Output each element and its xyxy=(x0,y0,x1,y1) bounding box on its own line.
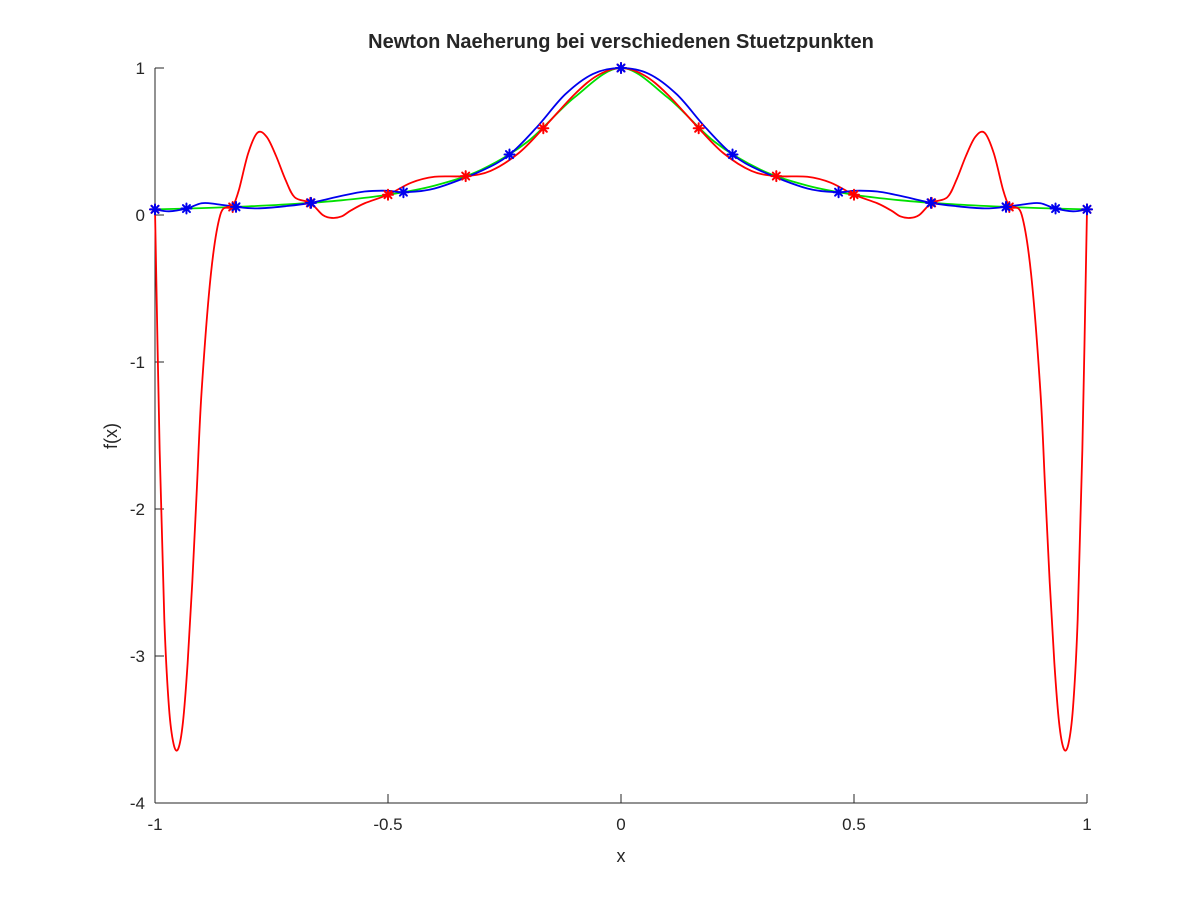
series-2-marker xyxy=(305,196,318,209)
series-line-0 xyxy=(154,67,1088,211)
series-2-marker xyxy=(397,186,410,199)
series-2-marker xyxy=(1049,202,1062,215)
series-2-marker xyxy=(229,200,242,213)
series-line-1 xyxy=(154,67,1088,752)
x-axis-label: x xyxy=(617,846,626,866)
series-1-marker xyxy=(382,188,394,201)
series-2-marker xyxy=(832,186,845,199)
y-tick-label: -4 xyxy=(130,794,145,813)
markers-layer xyxy=(149,62,1093,216)
y-axis-label: f(x) xyxy=(101,423,121,449)
x-tick-label: 1 xyxy=(1082,815,1091,834)
series-line-2 xyxy=(154,67,1088,213)
series-1-marker xyxy=(459,170,472,183)
y-tick-label: -1 xyxy=(130,353,145,372)
series-1-marker xyxy=(848,188,860,201)
x-tick-label: -1 xyxy=(147,815,162,834)
chart-title: Newton Naeherung bei verschiedenen Stuet… xyxy=(368,31,874,53)
ticks: -1 -0.5 0 0.5 1 -4 -3 -2 -1 0 1 xyxy=(130,59,1092,834)
x-tick-label: 0.5 xyxy=(842,815,866,834)
series-1-marker xyxy=(692,122,705,135)
y-tick-label: 1 xyxy=(136,59,145,78)
y-tick-label: -2 xyxy=(130,500,145,519)
x-tick-label: -0.5 xyxy=(373,815,402,834)
series-2-marker xyxy=(924,196,937,209)
series-2-marker xyxy=(503,148,516,161)
series-2-marker xyxy=(615,62,627,74)
series-1-marker xyxy=(537,122,550,135)
y-tick-label: 0 xyxy=(136,206,145,225)
y-tick-label: -3 xyxy=(130,647,145,666)
series-layer xyxy=(154,67,1088,752)
series-2-marker xyxy=(149,203,161,216)
axes xyxy=(154,68,1087,804)
series-2-marker xyxy=(1000,200,1013,213)
x-tick-label: 0 xyxy=(616,815,625,834)
series-1-marker xyxy=(770,170,783,183)
series-2-marker xyxy=(180,202,193,215)
series-2-marker xyxy=(1081,203,1093,216)
series-2-marker xyxy=(726,148,739,161)
